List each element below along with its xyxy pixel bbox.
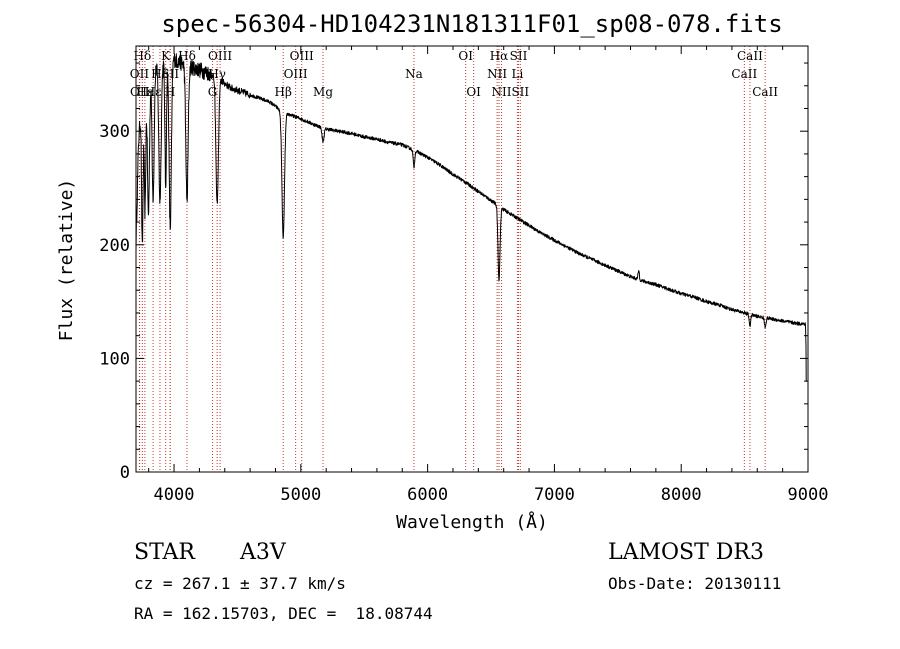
survey-name: LAMOST DR3 bbox=[608, 540, 764, 565]
line-marker-label: G bbox=[208, 85, 218, 99]
y-axis-label: Flux (relative) bbox=[56, 179, 77, 342]
line-marker-label: Hδ bbox=[178, 49, 196, 63]
spectrum-line bbox=[135, 53, 808, 382]
redshift-cz: cz = 267.1 ± 37.7 km/s bbox=[134, 574, 346, 593]
line-marker-label: SII bbox=[511, 85, 529, 99]
observation-date: Obs-Date: 20130111 bbox=[608, 574, 782, 593]
line-marker-label: CaII bbox=[737, 49, 763, 63]
line-marker-label: OIII bbox=[290, 49, 314, 63]
line-marker-label: H bbox=[165, 85, 175, 99]
line-marker-label: OI bbox=[458, 49, 473, 63]
line-marker-label: Hβ bbox=[275, 85, 292, 99]
line-marker-label: OII bbox=[130, 85, 150, 99]
line-marker-label: Li bbox=[511, 67, 523, 81]
object-class: STAR bbox=[134, 540, 195, 565]
line-marker-label: SII bbox=[161, 67, 179, 81]
line-marker-label: OII bbox=[130, 67, 150, 81]
coordinates: RA = 162.15703, DEC = 18.08744 bbox=[134, 604, 433, 623]
line-marker-label: Hα bbox=[490, 49, 509, 63]
x-tick-label: 6000 bbox=[407, 485, 448, 505]
line-marker-label: CaII bbox=[731, 67, 757, 81]
line-marker-label: OI bbox=[466, 85, 481, 99]
x-tick-label: 5000 bbox=[280, 485, 321, 505]
object-subclass: A3V bbox=[240, 540, 286, 565]
line-marker-label: OIII bbox=[284, 67, 308, 81]
y-tick-label: 0 bbox=[120, 463, 130, 483]
x-axis: 4000 5000 6000 7000 8000 9000 bbox=[148, 46, 829, 505]
line-marker-label: Hδ bbox=[133, 49, 151, 63]
line-marker-label: Hε bbox=[145, 85, 162, 99]
x-tick-label: 8000 bbox=[661, 485, 702, 505]
line-marker-label: NII bbox=[492, 85, 512, 99]
line-marker-label: OIII bbox=[208, 49, 232, 63]
y-tick-label: 200 bbox=[99, 236, 130, 256]
line-marker-label: Hε bbox=[137, 85, 154, 99]
y-tick-label: 300 bbox=[99, 122, 130, 142]
line-marker-label: Mg bbox=[313, 85, 333, 99]
x-axis-label: Wavelength (Å) bbox=[396, 511, 548, 533]
chart-title: spec-56304-HD104231N181311F01_sp08-078.f… bbox=[161, 10, 782, 38]
y-axis: 0 100 200 300 bbox=[99, 62, 808, 483]
x-tick-label: 9000 bbox=[788, 485, 829, 505]
line-markers bbox=[138, 46, 766, 472]
plot-frame bbox=[135, 45, 809, 473]
line-marker-label: CaII bbox=[752, 85, 778, 99]
x-tick-label: 4000 bbox=[154, 485, 195, 505]
x-tick-label: 7000 bbox=[534, 485, 575, 505]
line-marker-label: Na bbox=[405, 67, 423, 81]
line-marker-label: K bbox=[161, 49, 171, 63]
line-marker-label: NII bbox=[487, 67, 507, 81]
y-tick-label: 100 bbox=[99, 349, 130, 369]
line-marker-label: SII bbox=[510, 49, 528, 63]
